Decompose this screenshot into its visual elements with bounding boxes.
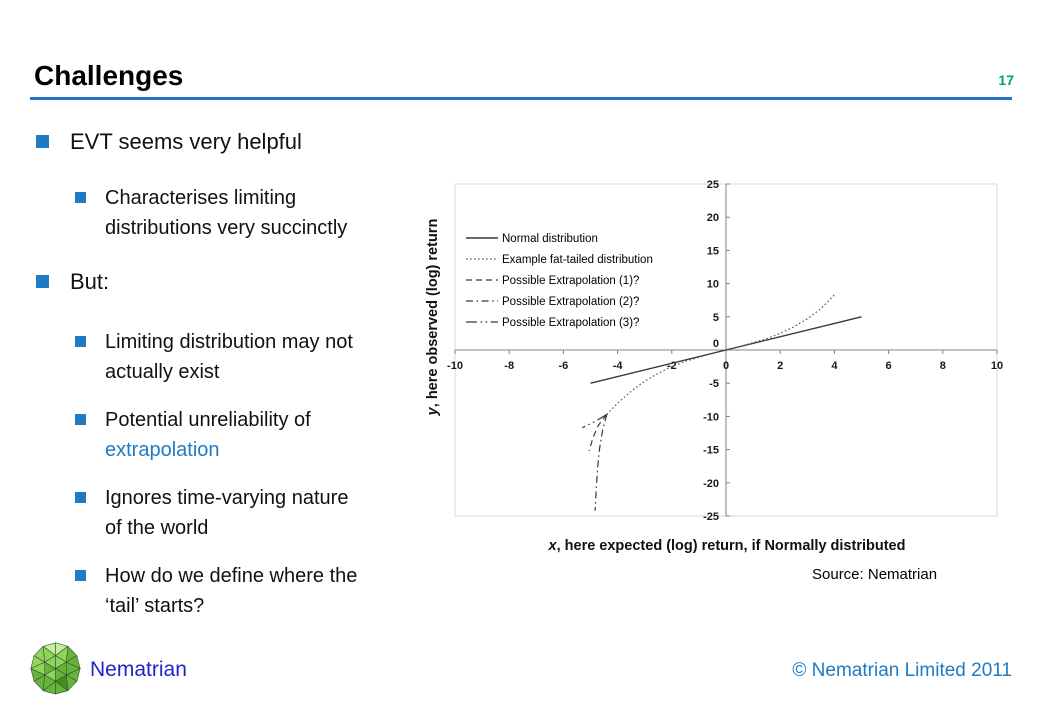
legend-label: Example fat-tailed distribution xyxy=(502,254,653,266)
y-tick-label: 20 xyxy=(707,212,719,224)
x-axis-title: x, here expected (log) return, if Normal… xyxy=(548,538,906,554)
bullet-item: Ignores time-varying nature of the world xyxy=(34,483,444,543)
source-note: Source: Nematrian xyxy=(812,566,938,583)
y-axis-title: y, here observed (log) return xyxy=(425,219,441,417)
nematrian-logo-icon xyxy=(30,642,81,695)
series-line xyxy=(588,414,608,452)
y-tick-label: 15 xyxy=(707,245,719,257)
y-tick-label: 5 xyxy=(713,312,719,324)
series-line xyxy=(594,414,608,511)
x-tick-label: -8 xyxy=(504,360,514,372)
bullet-item: Characterises limiting distributions ver… xyxy=(34,183,444,243)
y-tick-label: -10 xyxy=(703,411,719,423)
y-tick-label: -5 xyxy=(709,378,719,390)
series-line xyxy=(590,316,862,384)
bullet-item: EVT seems very helpful xyxy=(34,128,444,155)
page-number: 17 xyxy=(998,72,1014,88)
x-tick-label: -6 xyxy=(559,360,569,372)
bullet-square-icon xyxy=(75,192,86,203)
bullet-item: Limiting distribution may not actually e… xyxy=(34,327,444,387)
y-tick-label: -20 xyxy=(703,478,719,490)
bullet-text: EVT seems very helpful xyxy=(70,129,302,154)
bullet-square-icon xyxy=(36,275,49,288)
legend-label: Possible Extrapolation (1)? xyxy=(502,275,639,287)
bullet-list: EVT seems very helpful Characterises lim… xyxy=(34,124,444,621)
bullet-square-icon xyxy=(75,492,86,503)
y-tick-label: 10 xyxy=(707,279,719,291)
legend-label: Possible Extrapolation (3)? xyxy=(502,317,639,329)
bullet-text: How do we define where the ‘tail’ starts… xyxy=(105,565,358,617)
legend-label: Possible Extrapolation (2)? xyxy=(502,296,639,308)
chart-svg: y, here observed (log) return x, here ex… xyxy=(425,179,1003,554)
x-tick-label: -10 xyxy=(447,360,463,372)
x-tick-label: 2 xyxy=(777,360,783,372)
y-tick-label: 25 xyxy=(707,179,719,191)
y-tick-label: 0 xyxy=(713,338,719,350)
extrapolation-link[interactable]: extrapolation xyxy=(105,439,220,461)
bullet-text-plain: Potential unreliability of xyxy=(105,409,311,431)
bullet-square-icon xyxy=(75,336,86,347)
x-tick-label: 10 xyxy=(991,360,1003,372)
y-tick-label: -15 xyxy=(703,445,719,457)
copyright-text: © Nematrian Limited 2011 xyxy=(792,660,1012,681)
y-tick-label: -25 xyxy=(703,511,719,523)
bullet-square-icon xyxy=(75,570,86,581)
logo-text: Nematrian xyxy=(90,658,187,681)
bullet-square-icon xyxy=(75,414,86,425)
x-tick-label: 4 xyxy=(831,360,838,372)
bullet-item: Potential unreliability of extrapolation xyxy=(34,405,444,465)
bullet-item: But: xyxy=(34,268,444,295)
bullet-text: But: xyxy=(70,269,110,294)
x-tick-label: -4 xyxy=(613,360,624,372)
page-title: Challenges xyxy=(34,60,184,91)
chart: y, here observed (log) return x, here ex… xyxy=(420,175,1015,565)
x-tick-label: 8 xyxy=(940,360,946,372)
bullet-text: Potential unreliability of extrapolation xyxy=(105,405,311,465)
bullet-item: How do we define where the ‘tail’ starts… xyxy=(34,561,444,621)
x-tick-label: 6 xyxy=(886,360,892,372)
x-tick-label: 0 xyxy=(723,360,729,372)
title-rule xyxy=(30,97,1012,100)
series-line xyxy=(582,413,608,429)
series-line xyxy=(606,294,835,415)
bullet-square-icon xyxy=(36,135,49,148)
bullet-text: Ignores time-varying nature of the world xyxy=(105,487,349,539)
bullet-text: Characterises limiting distributions ver… xyxy=(105,187,348,239)
bullet-text: Limiting distribution may not actually e… xyxy=(105,331,353,383)
legend-label: Normal distribution xyxy=(502,233,598,245)
